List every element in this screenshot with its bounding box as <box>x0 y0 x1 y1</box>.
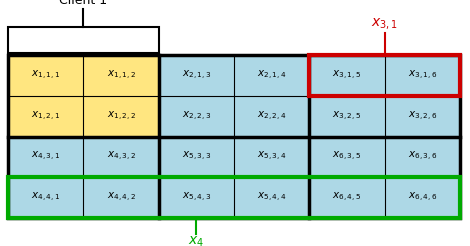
Bar <box>159 137 234 177</box>
Bar <box>8 177 83 218</box>
Bar <box>83 137 159 177</box>
Text: $x_{3,1}$: $x_{3,1}$ <box>371 17 398 32</box>
Text: $x_{6,3,6}$: $x_{6,3,6}$ <box>407 150 437 163</box>
Bar <box>8 137 83 177</box>
Text: $x_{1,1,1}$: $x_{1,1,1}$ <box>31 69 60 82</box>
Bar <box>8 96 83 137</box>
Bar <box>8 55 83 96</box>
Text: $x_{1,1,2}$: $x_{1,1,2}$ <box>107 69 135 82</box>
Text: $x_{3,2,6}$: $x_{3,2,6}$ <box>407 109 437 123</box>
Bar <box>234 96 309 137</box>
Text: $x_{2,2,3}$: $x_{2,2,3}$ <box>182 109 211 123</box>
Bar <box>309 55 384 96</box>
Bar <box>309 55 460 96</box>
Text: $x_{6,4,5}$: $x_{6,4,5}$ <box>332 191 361 204</box>
Text: $x_{3,1,5}$: $x_{3,1,5}$ <box>332 69 361 82</box>
Bar <box>159 177 234 218</box>
Bar <box>159 96 234 137</box>
Text: $x_{1,2,1}$: $x_{1,2,1}$ <box>31 109 60 123</box>
Text: $x_{2,1,3}$: $x_{2,1,3}$ <box>182 69 211 82</box>
Text: $x_{2,1,4}$: $x_{2,1,4}$ <box>257 69 286 82</box>
Bar <box>159 55 234 96</box>
Text: $x_{6,3,5}$: $x_{6,3,5}$ <box>332 150 361 163</box>
Bar <box>8 55 460 218</box>
Text: $x_{5,4,3}$: $x_{5,4,3}$ <box>182 191 211 204</box>
Text: Client 1: Client 1 <box>59 0 108 7</box>
Bar <box>234 55 309 96</box>
Text: $x_{6,4,6}$: $x_{6,4,6}$ <box>407 191 437 204</box>
Text: $x_{5,4,4}$: $x_{5,4,4}$ <box>257 191 286 204</box>
Text: $x_{1,2,2}$: $x_{1,2,2}$ <box>107 109 135 123</box>
Bar <box>8 27 159 53</box>
Text: $x_{4,4,2}$: $x_{4,4,2}$ <box>107 191 135 204</box>
Bar <box>83 96 159 137</box>
Bar <box>384 137 460 177</box>
Text: $x_{2,2,4}$: $x_{2,2,4}$ <box>257 109 286 123</box>
Bar <box>83 177 159 218</box>
Text: $x_{5,3,4}$: $x_{5,3,4}$ <box>257 150 286 163</box>
Text: $x_{5,3,3}$: $x_{5,3,3}$ <box>182 150 211 163</box>
Bar <box>8 177 460 218</box>
Bar <box>309 177 384 218</box>
Text: $x_{4,3,1}$: $x_{4,3,1}$ <box>31 150 60 163</box>
Bar <box>234 177 309 218</box>
Text: $x_{3,2,5}$: $x_{3,2,5}$ <box>332 109 361 123</box>
Bar <box>384 96 460 137</box>
Bar <box>309 96 384 137</box>
Bar <box>309 137 384 177</box>
Bar <box>234 137 309 177</box>
Bar <box>384 177 460 218</box>
Bar <box>384 55 460 96</box>
Text: $x_{4,4,1}$: $x_{4,4,1}$ <box>31 191 60 204</box>
Text: $x_{3,1,6}$: $x_{3,1,6}$ <box>407 69 437 82</box>
Text: $x_{4,3,2}$: $x_{4,3,2}$ <box>107 150 135 163</box>
Text: $x_4$: $x_4$ <box>188 235 204 246</box>
Bar <box>83 55 159 96</box>
